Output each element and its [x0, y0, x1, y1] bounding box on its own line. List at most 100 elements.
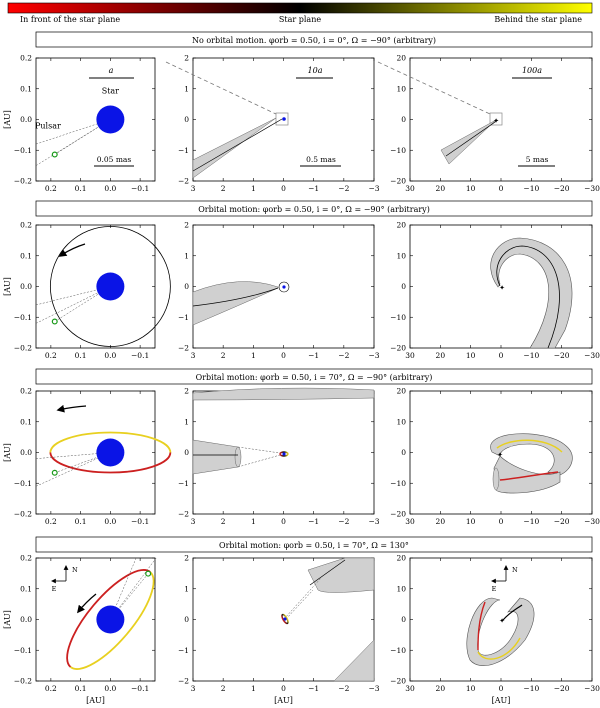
- axes-frame: [35, 57, 156, 182]
- pulsar: [145, 570, 152, 577]
- title-box: [35, 368, 593, 385]
- x-tick-label: −20: [554, 517, 570, 526]
- shock-arc: [192, 387, 375, 401]
- x-tick-label: −20: [554, 184, 570, 193]
- compass: NE: [51, 565, 78, 593]
- y-tick-label: −2: [178, 177, 189, 186]
- row-2-title: Orbital motion: φorb = 0.50, i = 0°, Ω =…: [35, 200, 593, 217]
- x-tick-label: −30: [584, 684, 600, 693]
- y-tick-label: −2: [178, 344, 189, 353]
- zoom-box: [275, 112, 289, 126]
- orbit-direction-arrow: [58, 243, 86, 257]
- x-tick-label: 2: [221, 351, 226, 360]
- y-tick-label: 2: [184, 387, 189, 396]
- shock-line: [54, 119, 111, 155]
- shock-axis: [192, 118, 283, 172]
- x-tick-label: −3: [368, 184, 379, 193]
- zoom-box: [489, 112, 503, 126]
- panel-r1-c1: 0.2 0.1 0.0 −0.1 0.2 0.1 0.0 −0.1 −0.2 [AU]: [3, 54, 156, 193]
- shock-axis: [502, 604, 523, 621]
- x-axis-label: [AU]: [274, 696, 293, 705]
- x-tick-label: 0.2: [45, 351, 57, 360]
- x-tick-label: 0: [499, 684, 504, 693]
- shock-cone-cap: [234, 446, 242, 468]
- panel-r2-c1: 0.2 0.1 0.0 −0.1 0.2 0.1 0.0 −0.1 −0.2 [AU]: [3, 221, 156, 360]
- y-tick-label: −0.1: [14, 313, 32, 322]
- pulsar: [51, 151, 58, 158]
- x-tick-label: −2: [338, 684, 349, 693]
- x-tick-label: 1: [251, 684, 256, 693]
- x-axis-label: [AU]: [86, 696, 105, 705]
- y-tick-label: −0.2: [14, 510, 32, 519]
- star: [282, 452, 286, 456]
- y-tick-label: −10: [390, 646, 406, 655]
- orbit-mini: [281, 613, 289, 625]
- x-tick-label: 10: [466, 351, 476, 360]
- y-tick-label: 0: [401, 282, 406, 291]
- y-tick-label: −20: [390, 677, 406, 686]
- shock-spiral: [192, 281, 279, 326]
- y-tick-label: 2: [184, 54, 189, 63]
- shock-axis: [445, 119, 499, 157]
- x-tick-label: −30: [584, 517, 600, 526]
- x-tick-label: 0.1: [75, 684, 87, 693]
- shock-axis: [496, 245, 560, 349]
- y-tick-label: 0: [184, 448, 189, 457]
- x-tick-label: −20: [554, 684, 570, 693]
- y-tick-label: 1: [184, 251, 189, 260]
- y-tick-label: −20: [390, 177, 406, 186]
- y-tick-label: −0.1: [14, 646, 32, 655]
- axes-frame: [35, 390, 156, 515]
- y-tick-label: 10: [396, 417, 406, 426]
- x-tick-label: −2: [338, 351, 349, 360]
- x-tick-label: −0.1: [131, 684, 149, 693]
- zoom-link: [377, 61, 491, 115]
- row-title-text: Orbital motion: φorb = 0.50, i = 70°, Ω …: [196, 373, 433, 382]
- x-tick-label: 0.1: [75, 351, 87, 360]
- x-tick-label: 20: [436, 184, 446, 193]
- title-box: [35, 31, 593, 48]
- compass-n-label: N: [512, 566, 518, 574]
- y-tick-label: −0.1: [14, 479, 32, 488]
- mas-bar-3-label: 5 mas: [526, 155, 549, 164]
- y-tick-label: 0.1: [20, 584, 32, 593]
- x-tick-label: −1: [308, 517, 319, 526]
- orbit-back: [69, 571, 155, 670]
- x-tick-label: −20: [554, 351, 570, 360]
- y-tick-label: 10: [396, 84, 406, 93]
- zoom-link: [165, 61, 277, 115]
- shock-axis: [309, 559, 346, 586]
- x-tick-label: 10: [466, 684, 476, 693]
- colorbar-left-label: In front of the star plane: [20, 15, 120, 24]
- shock-cone-lower: [333, 639, 375, 682]
- panel-r4-c2: 3 2 1 0 −1 −2 −3 2 1 0 −1 −2 [AU]: [178, 554, 380, 706]
- shock-ring-lower: [493, 455, 561, 494]
- scale-bar-a-label: a: [109, 66, 114, 75]
- panel-r3-c3: 30 20 10 0 −10 −20 −30 20 10 0 −10 −20: [390, 387, 600, 527]
- x-tick-label: −3: [368, 517, 379, 526]
- x-tick-label: 3: [191, 184, 196, 193]
- x-tick-label: −30: [584, 184, 600, 193]
- star: [96, 605, 125, 634]
- y-tick-label: 0.2: [20, 221, 32, 230]
- y-tick-label: −1: [178, 479, 189, 488]
- shock-line: [237, 446, 281, 454]
- x-tick-label: −1: [308, 684, 319, 693]
- star: [96, 272, 125, 301]
- star-marker: ✦: [499, 284, 505, 292]
- y-tick-label: −0.2: [14, 344, 32, 353]
- orbit-mini: [278, 281, 290, 293]
- panel-r4-c1: 0.2 0.1 0.0 −0.1 0.2 0.1 0.0 −0.1 −0.2 [AU] [AU]: [3, 554, 156, 705]
- x-tick-label: 10: [466, 184, 476, 193]
- x-tick-label: 20: [436, 517, 446, 526]
- orbit-front: [49, 452, 172, 474]
- shock-axis-back: [496, 439, 563, 453]
- x-tick-label: −2: [338, 184, 349, 193]
- y-tick-label: −20: [390, 510, 406, 519]
- y-tick-label: 0: [401, 615, 406, 624]
- x-tick-label: 2: [221, 184, 226, 193]
- shock-loop: [466, 597, 535, 667]
- panel-r4-c3: 30 20 10 0 −10 −20 −30 20 10 0 −10 −20 [AU]: [390, 554, 600, 706]
- orbit-front: [66, 569, 151, 668]
